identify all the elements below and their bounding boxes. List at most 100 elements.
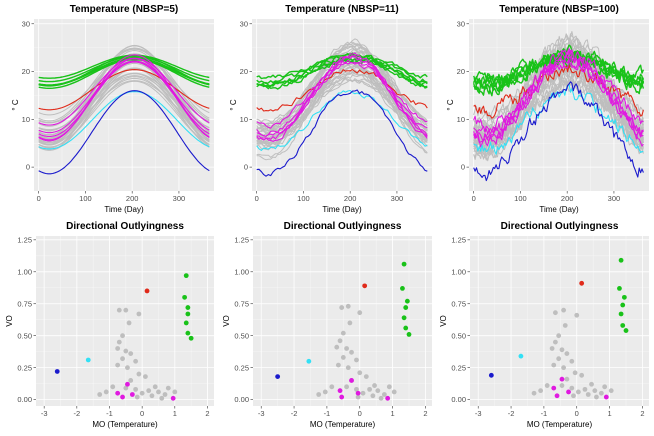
grey-point [344, 384, 350, 390]
x-tick-label: 0 [140, 409, 144, 418]
y-tick-label: 1.00 [234, 267, 249, 276]
green-point [403, 305, 409, 310]
x-axis-label: Time (Day) [322, 205, 362, 214]
grey-point [592, 388, 598, 394]
y-axis-label: ° C [446, 99, 455, 110]
green-point [183, 320, 189, 326]
x-tick-label: 0 [575, 409, 579, 418]
data-layer [473, 31, 645, 182]
grey-point [329, 384, 335, 390]
grey-point [556, 333, 562, 339]
blue-series-line [473, 81, 644, 182]
grey-curve [256, 43, 428, 145]
green-point [620, 302, 626, 308]
grey-point [572, 370, 578, 376]
magenta-series-line [38, 54, 210, 142]
y-tick-label: 0 [244, 163, 248, 172]
magenta-series-line [473, 59, 644, 142]
green-point [621, 294, 627, 300]
magenta-series-line [473, 48, 644, 148]
green-point [623, 328, 629, 333]
grey-point [344, 346, 350, 351]
grey-point [564, 376, 570, 382]
x-axis-label: MO (Temperature) [92, 420, 158, 429]
grey-point [367, 386, 372, 392]
magenta-point [603, 394, 609, 400]
grey-point [123, 385, 129, 391]
blue-point [488, 372, 494, 378]
plot-background [252, 19, 432, 191]
x-tick-label: -3 [258, 409, 265, 418]
green-point [618, 257, 624, 263]
plot-background [36, 236, 214, 406]
x-tick-label: 100 [514, 194, 527, 203]
y-tick-label: 0.00 [17, 395, 32, 404]
x-tick-label: -1 [106, 409, 113, 418]
x-tick-label: 1 [608, 409, 612, 418]
grey-point [574, 312, 580, 318]
x-tick-label: -3 [475, 409, 482, 418]
grey-point [598, 390, 604, 396]
x-tick-label: -1 [541, 409, 548, 418]
x-tick-label: 100 [79, 194, 92, 203]
grey-point [162, 392, 168, 397]
y-tick-label: 10 [240, 115, 248, 124]
grey-point [149, 393, 155, 399]
x-tick-label: 200 [344, 194, 357, 203]
grey-point [120, 356, 125, 362]
x-tick-label: 200 [561, 194, 574, 203]
magenta-point [349, 378, 354, 383]
chart-title: Temperature (NBSP=11) [285, 4, 398, 15]
grey-curve [38, 50, 210, 151]
magenta-series-line [38, 60, 210, 134]
x-axis-label: Time (Day) [539, 205, 579, 214]
grey-point [116, 339, 122, 345]
cyan-point [85, 357, 91, 363]
cyan-point [306, 358, 312, 364]
grey-point [564, 351, 570, 356]
grey-point [345, 365, 351, 371]
x-tick-label: 300 [391, 194, 404, 203]
grey-point [357, 370, 363, 376]
y-tick-label: 0.75 [451, 299, 466, 308]
chart-panel-5: -3 -2 -1 0 1 2 0.00 0.25 0.50 0.75 1.00 1.25 Directi… [222, 221, 432, 429]
grey-point [363, 374, 369, 380]
grey-curve [38, 77, 210, 140]
magenta-point [566, 389, 571, 395]
grey-point [123, 307, 129, 313]
green-point [185, 330, 191, 336]
x-tick-label: 300 [608, 194, 621, 203]
green-series-line [256, 57, 428, 88]
grey-point [128, 351, 134, 356]
x-tick-label: 0 [255, 194, 259, 203]
grey-point [585, 392, 591, 397]
red-series-line [38, 69, 210, 111]
grey-point [355, 394, 361, 400]
data-layer [488, 257, 629, 400]
chart-title: Temperature (NBSP=5) [70, 4, 178, 15]
grey-point [120, 333, 125, 339]
grey-point [133, 358, 139, 364]
magenta-point [385, 395, 391, 401]
grey-point [334, 344, 340, 350]
x-tick-label: -2 [508, 409, 515, 418]
grey-point [569, 358, 575, 364]
grey-point [133, 386, 139, 392]
data-layer [275, 261, 412, 401]
y-tick-label: 0.75 [17, 299, 32, 308]
grey-point [608, 388, 614, 394]
grey-point [594, 394, 599, 400]
green-point [183, 273, 189, 279]
grey-curve [256, 48, 428, 127]
magenta-series-line [256, 52, 428, 142]
grey-point [559, 383, 565, 388]
grey-point [360, 390, 366, 396]
x-tick-label: 1 [391, 409, 395, 418]
grey-point [103, 389, 109, 395]
grey-point [159, 395, 165, 401]
grey-point [322, 389, 328, 395]
y-tick-label: 0.50 [234, 331, 249, 340]
y-tick-label: 30 [457, 19, 465, 28]
grey-point [115, 346, 121, 351]
grey-point [391, 389, 397, 395]
